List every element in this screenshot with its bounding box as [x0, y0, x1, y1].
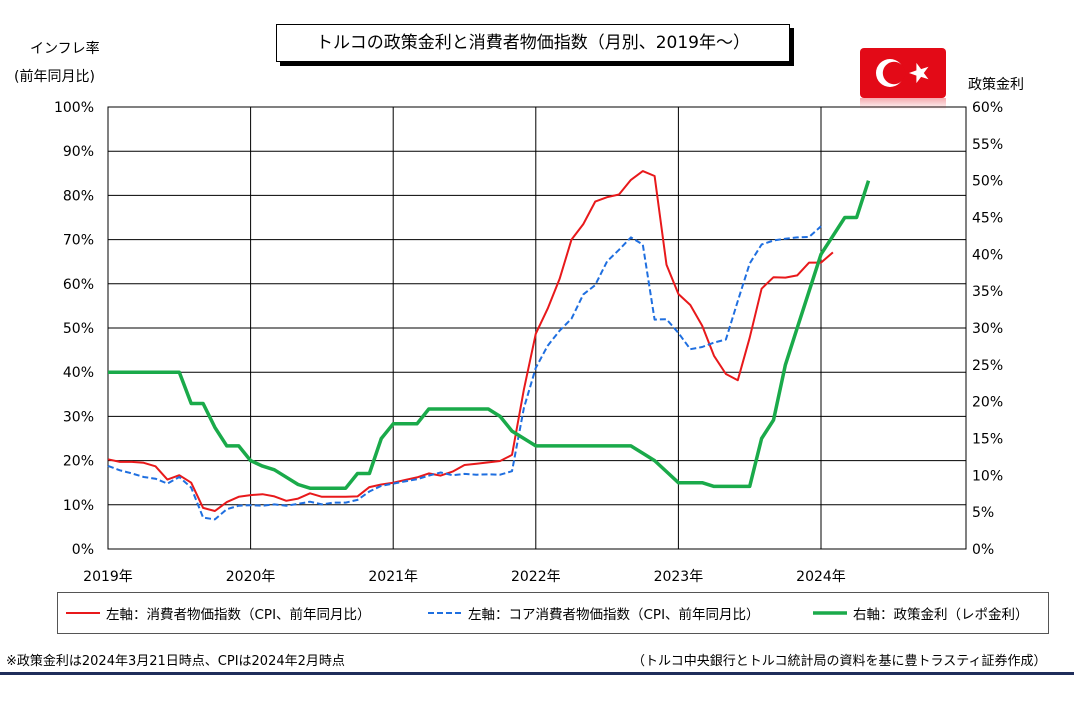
y-left-tick-label: 80% [63, 188, 94, 204]
x-tick-label: 2021年 [368, 569, 418, 585]
x-tick-label: 2020年 [226, 569, 276, 585]
grid-lines [107, 106, 967, 550]
chart-title: トルコの政策金利と消費者物価指数（月別、2019年～） [276, 24, 790, 62]
footnote-right: （トルコ中央銀行とトルコ統計局の資料を基に豊トラスティ証券作成） [632, 654, 1047, 669]
y-left-tick-label: 60% [63, 277, 94, 293]
y-left-tick-label: 90% [63, 144, 94, 160]
legend-item-rate: 右軸：政策金利（レポ金利） [813, 593, 1029, 633]
y-right-tick-label: 20% [972, 395, 1003, 411]
legend-label-cpi: 左軸：消費者物価指数（CPI、前年同月比） [106, 607, 371, 623]
legend: 左軸：消費者物価指数（CPI、前年同月比） 左軸：コア消費者物価指数（CPI、前… [57, 592, 1049, 634]
y-left-tick-label: 0% [72, 542, 94, 558]
legend-swatch-rate [813, 611, 847, 615]
legend-label-core: 左軸：コア消費者物価指数（CPI、前年同月比） [468, 607, 760, 623]
bottom-rule [0, 672, 1074, 675]
tick-labels: 0% 10% 20% 30% 40% 50% 60% 70% 80% 90% 100% 0% 5% 10%… [54, 100, 1003, 585]
left-axis-name-line2: (前年同月比) [14, 69, 95, 85]
y-left-tick-label: 40% [63, 365, 94, 381]
right-axis-name: 政策金利 [968, 77, 1024, 93]
series-line-core-cpi [107, 225, 822, 521]
footnote-left: ※政策金利は2024年3月21日時点、CPIは2024年2月時点 [6, 654, 345, 669]
legend-swatch-core [428, 612, 462, 614]
y-left-tick-label: 20% [63, 454, 94, 470]
turkey-flag-icon [860, 48, 946, 110]
x-tick-label: 2023年 [654, 569, 704, 585]
y-right-tick-label: 35% [972, 284, 1003, 300]
y-left-tick-label: 30% [63, 409, 94, 425]
y-right-tick-label: 30% [972, 321, 1003, 337]
y-right-tick-label: 40% [972, 247, 1003, 263]
legend-label-rate: 右軸：政策金利（レポ金利） [853, 607, 1029, 623]
y-left-tick-label: 100% [54, 100, 94, 116]
y-right-tick-label: 25% [972, 358, 1003, 374]
y-right-tick-label: 0% [972, 542, 994, 558]
y-right-tick-label: 45% [972, 211, 1003, 227]
x-tick-label: 2022年 [511, 569, 561, 585]
left-axis-name-line1: インフレ率 [30, 41, 100, 57]
x-tick-label: 2024年 [796, 569, 846, 585]
y-right-tick-label: 60% [972, 100, 1003, 116]
x-tick-label: 2019年 [83, 569, 133, 585]
legend-item-core: 左軸：コア消費者物価指数（CPI、前年同月比） [428, 593, 760, 633]
y-left-tick-label: 50% [63, 321, 94, 337]
legend-swatch-cpi [66, 612, 100, 614]
series-line-cpi [107, 170, 834, 512]
y-right-tick-label: 10% [972, 468, 1003, 484]
series-layer [107, 170, 871, 521]
legend-item-cpi: 左軸：消費者物価指数（CPI、前年同月比） [66, 593, 371, 633]
y-right-tick-label: 50% [972, 174, 1003, 190]
y-left-tick-label: 70% [63, 233, 94, 249]
y-right-tick-label: 15% [972, 432, 1003, 448]
y-right-tick-label: 5% [972, 505, 994, 521]
y-right-tick-label: 55% [972, 137, 1003, 153]
series-line-policy-rate [108, 180, 871, 490]
y-left-tick-label: 10% [63, 498, 94, 514]
